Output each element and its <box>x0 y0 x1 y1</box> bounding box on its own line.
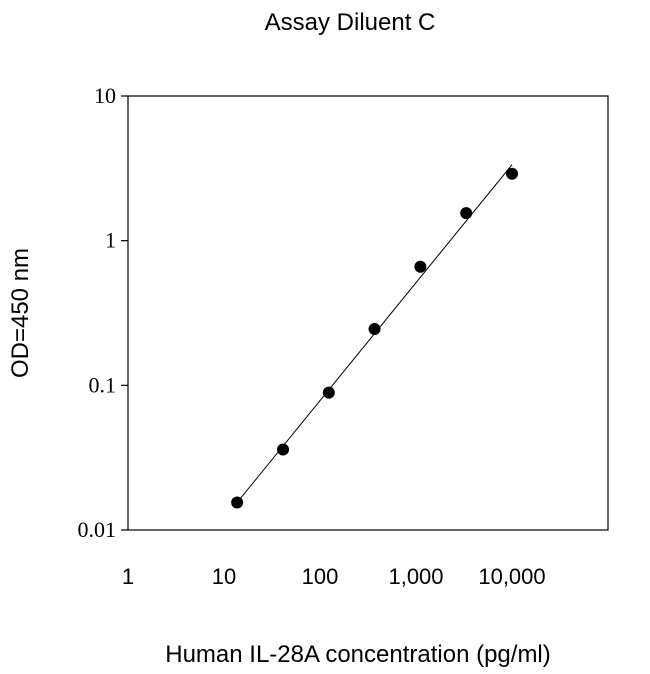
y-axis-label: OD=450 nm <box>7 248 34 378</box>
points-group <box>231 167 518 509</box>
ticks <box>121 95 128 531</box>
x-tick-label: 10 <box>212 564 236 589</box>
y-tick-label: 0.01 <box>78 517 117 542</box>
y-tick-label: 0.1 <box>89 372 117 397</box>
y-tick-labels: 0.01 0.1 1 10 <box>78 83 117 542</box>
y-axis-label-group: OD=450 nm <box>7 248 34 378</box>
x-tick-label: 100 <box>302 564 339 589</box>
y-tick-label: 1 <box>105 228 116 253</box>
x-axis-label: Human IL-28A concentration (pg/ml) <box>165 641 551 668</box>
data-point <box>414 260 427 273</box>
x-tick-label: 10,000 <box>478 564 545 589</box>
chart-title: Assay Diluent C <box>265 9 436 36</box>
data-point <box>460 207 473 220</box>
x-tick-label: 1 <box>122 564 134 589</box>
y-tick-label: 10 <box>94 83 116 108</box>
data-point <box>506 167 518 180</box>
x-tick-label: 1,000 <box>388 564 443 589</box>
x-tick-labels: 1 10 100 1,000 10,000 <box>122 564 546 589</box>
data-point <box>322 386 335 399</box>
plot-frame <box>127 95 609 531</box>
data-point <box>277 443 290 456</box>
data-point <box>368 323 381 336</box>
data-point <box>231 496 244 509</box>
